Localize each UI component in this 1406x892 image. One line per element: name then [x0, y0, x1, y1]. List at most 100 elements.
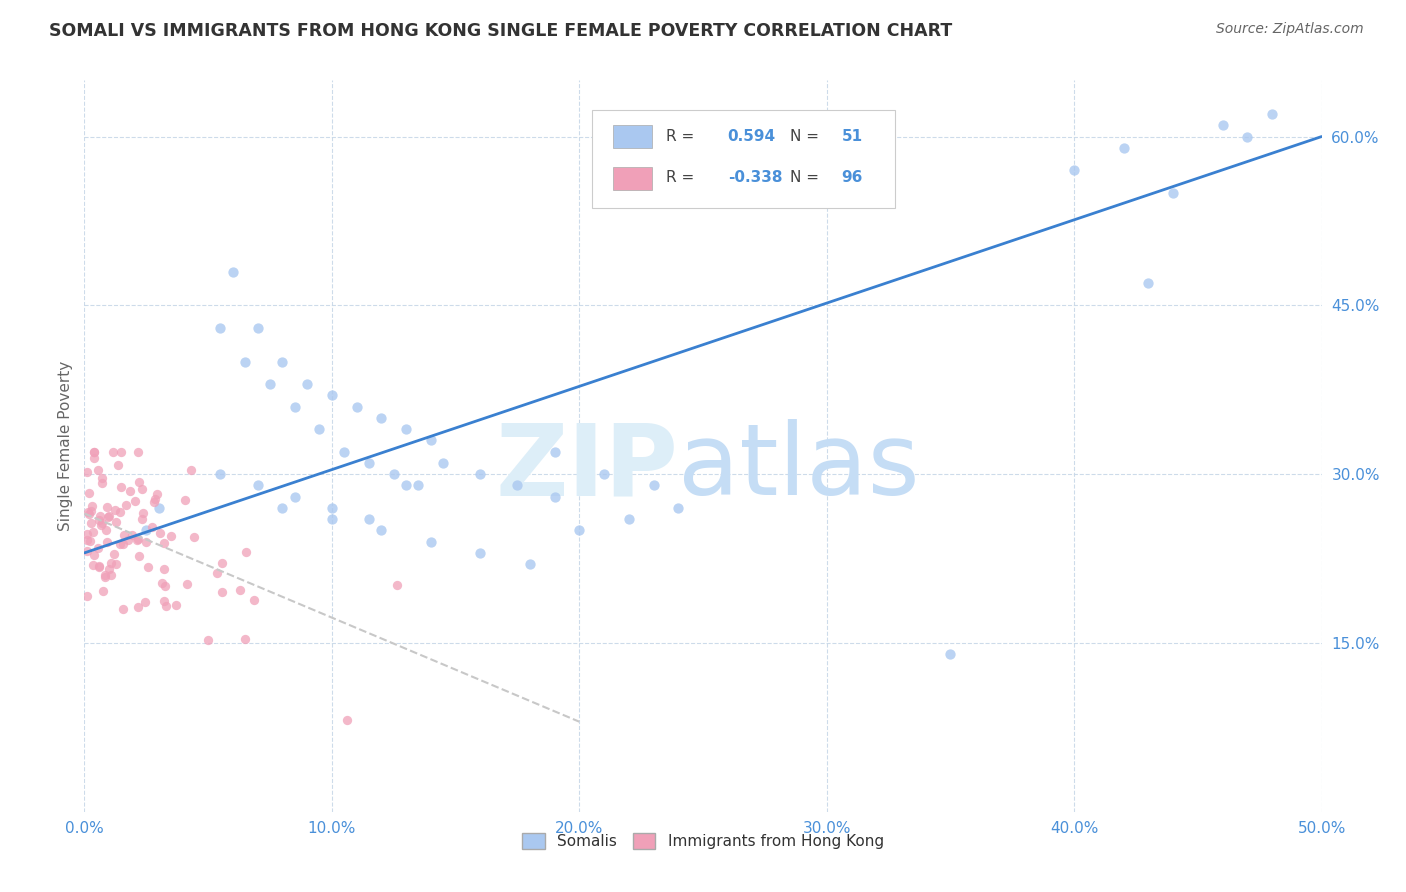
Bar [613, 125, 652, 148]
Text: 51: 51 [842, 129, 863, 145]
Point [321, 388, 343, 402]
Point [91, 516, 114, 531]
Point [82, 500, 104, 514]
Point [124, 494, 146, 508]
Point [346, 400, 368, 414]
Point [100, 556, 122, 570]
Point [243, 592, 266, 607]
Point [197, 633, 219, 648]
Point [1137, 276, 1160, 290]
Point [357, 512, 380, 526]
Point [148, 500, 170, 515]
Point [395, 478, 418, 492]
Point [96, 535, 118, 549]
Point [112, 601, 135, 615]
Point [79, 503, 101, 517]
Point [370, 524, 392, 538]
Point [127, 599, 149, 614]
Point [128, 475, 150, 489]
Text: 0.594: 0.594 [728, 129, 776, 145]
Point [246, 321, 269, 335]
Point [76, 589, 98, 603]
Point [385, 578, 408, 592]
Legend: Somalis, Immigrants from Hong Kong: Somalis, Immigrants from Hong Kong [516, 827, 890, 855]
Point [101, 444, 124, 458]
Point [110, 444, 132, 458]
Point [284, 490, 307, 504]
Point [110, 480, 132, 494]
Point [141, 520, 163, 534]
Point [419, 534, 441, 549]
Point [543, 490, 565, 504]
Point [165, 598, 187, 612]
Point [127, 444, 149, 458]
Point [593, 467, 616, 482]
Point [153, 594, 176, 608]
Point [271, 354, 294, 368]
Point [100, 568, 122, 582]
Point [205, 566, 228, 580]
Point [107, 458, 129, 472]
Y-axis label: Single Female Poverty: Single Female Poverty [58, 361, 73, 531]
Point [89, 558, 111, 573]
Point [1236, 129, 1258, 144]
Point [1112, 141, 1135, 155]
Point [77, 486, 100, 500]
Point [87, 513, 110, 527]
Point [127, 532, 149, 546]
Point [91, 584, 114, 599]
Point [617, 512, 640, 526]
Point [246, 478, 269, 492]
Bar [613, 167, 652, 190]
Point [76, 544, 98, 558]
Point [79, 534, 101, 549]
Point [666, 500, 689, 515]
Point [131, 482, 153, 496]
Point [104, 516, 127, 530]
Point [470, 546, 492, 560]
Point [111, 537, 134, 551]
Point [321, 500, 343, 515]
Point [131, 512, 153, 526]
Point [1261, 107, 1284, 121]
Point [209, 321, 232, 335]
Point [229, 583, 252, 598]
Point [127, 533, 149, 548]
Point [136, 559, 159, 574]
Text: N =: N = [790, 170, 818, 185]
Point [209, 467, 232, 482]
Point [160, 529, 183, 543]
Point [135, 524, 157, 538]
Point [259, 377, 281, 392]
Text: R =: R = [666, 129, 695, 145]
Point [408, 478, 430, 492]
Point [149, 526, 172, 541]
Point [114, 499, 136, 513]
Point [77, 507, 100, 521]
Point [96, 523, 118, 537]
Text: atlas: atlas [678, 419, 920, 516]
Point [89, 560, 111, 574]
Point [121, 528, 143, 542]
Point [432, 456, 454, 470]
Point [83, 548, 105, 562]
Point [395, 422, 418, 436]
Text: -0.338: -0.338 [728, 170, 782, 185]
Point [357, 456, 380, 470]
Point [939, 647, 962, 661]
Point [146, 487, 169, 501]
Point [506, 478, 529, 492]
Point [94, 569, 117, 583]
Point [176, 576, 198, 591]
Point [89, 508, 111, 523]
Point [80, 516, 103, 530]
Point [222, 264, 245, 278]
Point [104, 503, 127, 517]
Point [211, 585, 233, 599]
Point [284, 400, 307, 414]
Point [370, 410, 392, 425]
Point [90, 518, 112, 533]
Point [155, 599, 177, 614]
Point [211, 556, 233, 570]
Point [143, 492, 166, 507]
